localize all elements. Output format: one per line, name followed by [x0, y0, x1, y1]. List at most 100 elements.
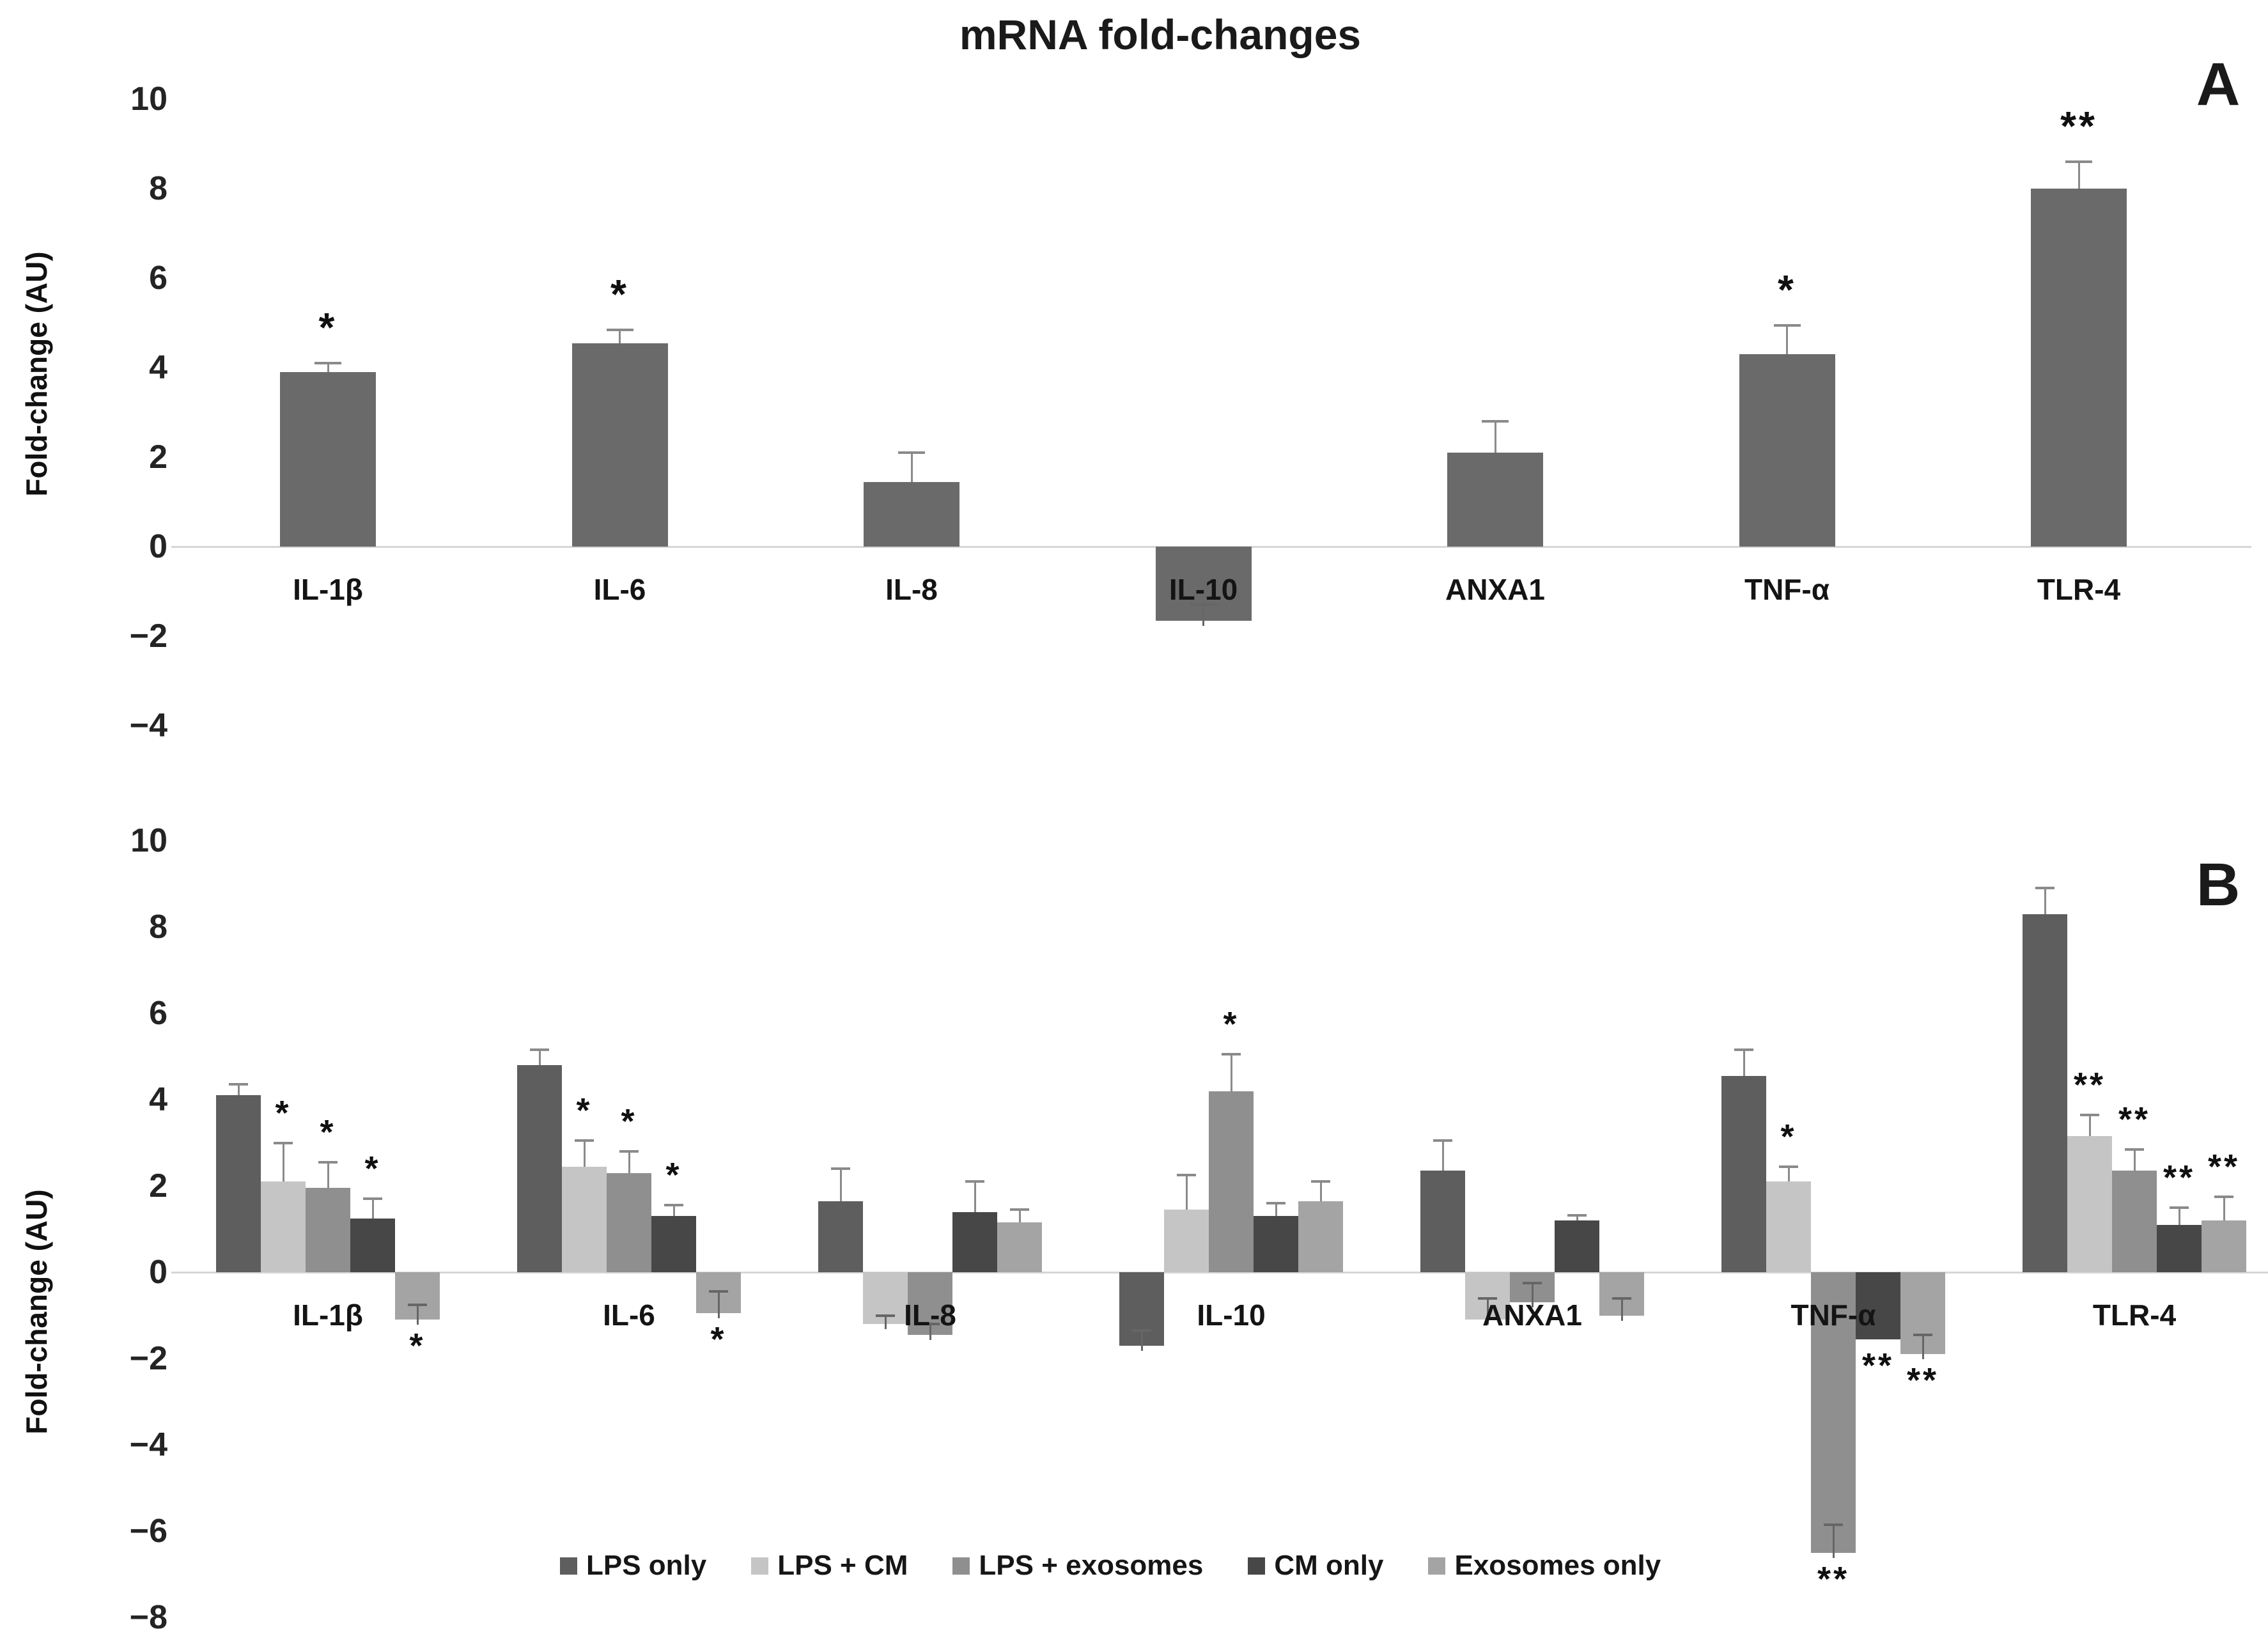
bar-Exosomes only-IL-8: [997, 1222, 1042, 1272]
significance-marker: *: [318, 304, 338, 350]
significance-marker: **: [2207, 1147, 2241, 1186]
error-bar-cap: [2214, 1195, 2233, 1198]
bar-LPS only-IL-6: [517, 1065, 562, 1272]
error-bar-cap: [1478, 1297, 1497, 1300]
error-bar-cap: [1010, 1208, 1029, 1211]
significance-marker: *: [1223, 1005, 1239, 1044]
significance-marker: **: [2060, 103, 2097, 149]
bar-LPS only-TLR-4: [2023, 914, 2067, 1272]
y-tick-label: 6: [149, 995, 167, 1032]
error-bar-stem: [1832, 1524, 1835, 1558]
error-bar-stem: [1922, 1334, 1924, 1360]
error-bar-stem: [1018, 1210, 1021, 1223]
error-bar-stem: [929, 1324, 931, 1340]
y-tick-label: 8: [149, 170, 167, 207]
y-tick-label: −4: [129, 707, 167, 744]
error-bar-cap: [1824, 1523, 1843, 1526]
legend-label: LPS + CM: [777, 1550, 908, 1581]
error-bar-stem: [1743, 1050, 1745, 1076]
error-bar-stem: [237, 1084, 240, 1096]
error-bar-stem: [1202, 605, 1204, 626]
error-bar-stem: [2078, 162, 2080, 189]
error-bar-stem: [910, 453, 913, 482]
bar-CM only-IL-10: [1254, 1216, 1298, 1272]
bar-Exosomes only-TLR-4: [2202, 1220, 2246, 1272]
bar-LPS + exosomes-IL-1β: [306, 1188, 350, 1272]
legend-label: CM only: [1274, 1550, 1384, 1581]
error-bar-cap: [1779, 1165, 1798, 1168]
bar-A-IL-8: [864, 481, 959, 547]
error-bar-stem: [839, 1169, 842, 1201]
error-bar-stem: [619, 329, 621, 343]
bar-CM only-IL-1β: [350, 1218, 395, 1272]
error-bar-stem: [2044, 888, 2046, 914]
y-tick-label: 4: [149, 1081, 167, 1118]
error-bar-cap: [2125, 1148, 2144, 1151]
error-bar-cap: [1132, 1329, 1151, 1332]
y-tick-label: 0: [149, 1254, 167, 1291]
error-bar-cap: [363, 1197, 382, 1201]
bar-LPS + exosomes-IL-10: [1209, 1091, 1254, 1272]
bar-LPS only-TNF-α: [1721, 1075, 1766, 1272]
bar-LPS + CM-IL-1β: [261, 1181, 306, 1272]
x-axis-label: IL-1β: [293, 573, 363, 606]
error-bar-cap: [876, 1314, 895, 1317]
error-bar-cap: [2170, 1206, 2189, 1209]
error-bar-stem: [672, 1205, 675, 1217]
error-bar-cap: [1266, 1202, 1285, 1204]
x-axis-label: IL-10: [1197, 1298, 1266, 1332]
error-bar-stem: [628, 1151, 630, 1173]
bar-CM only-IL-6: [651, 1216, 696, 1272]
bar-LPS + CM-TNF-α: [1766, 1181, 1811, 1272]
y-tick-label: −2: [129, 1340, 167, 1377]
error-bar-stem: [2223, 1196, 2225, 1220]
x-axis-label: IL-6: [593, 573, 646, 606]
legend-item: LPS + CM: [751, 1550, 908, 1582]
legend-swatch-icon: [1248, 1557, 1266, 1575]
y-tick-label: −8: [129, 1599, 167, 1636]
error-bar-stem: [538, 1050, 541, 1065]
bar-LPS only-IL-1β: [216, 1095, 261, 1272]
bar-LPS + exosomes-TNF-α: [1811, 1272, 1856, 1553]
error-bar-cap: [1913, 1333, 1932, 1336]
x-axis-label: ANXA1: [1445, 573, 1545, 606]
legend-item: CM only: [1248, 1550, 1383, 1582]
error-bar-cap: [1177, 1174, 1196, 1177]
error-bar-cap: [530, 1048, 549, 1052]
bar-A-IL-6: [571, 343, 668, 547]
panel-b-letter: B: [2196, 851, 2241, 919]
error-bar-stem: [1486, 1298, 1489, 1325]
y-tick-label: 2: [149, 439, 167, 476]
legend-label: LPS only: [586, 1550, 707, 1581]
error-bar-stem: [416, 1304, 419, 1325]
x-axis-label: TNF-α: [1744, 573, 1829, 606]
significance-marker: *: [710, 1320, 727, 1359]
x-axis-label: TLR-4: [2037, 573, 2121, 606]
significance-marker: *: [1778, 266, 1796, 313]
legend-item: Exosomes only: [1428, 1550, 1661, 1582]
y-tick-label: 6: [149, 260, 167, 297]
x-axis-label: IL-8: [904, 1298, 956, 1332]
bar-CM only-ANXA1: [1555, 1220, 1599, 1272]
panel-a-letter: A: [2196, 51, 2241, 118]
legend-swatch-icon: [560, 1557, 577, 1575]
bar-LPS + CM-IL-10: [1164, 1210, 1209, 1272]
bar-LPS + CM-TLR-4: [2067, 1136, 2112, 1272]
bar-LPS + exosomes-TLR-4: [2112, 1171, 2157, 1272]
error-bar-cap: [1190, 604, 1217, 606]
error-bar-stem: [1576, 1215, 1578, 1220]
legend-swatch-icon: [751, 1557, 769, 1575]
error-bar-stem: [1230, 1054, 1232, 1091]
error-bar-stem: [2088, 1114, 2091, 1137]
error-bar-stem: [1185, 1175, 1188, 1210]
error-bar-cap: [1523, 1281, 1542, 1284]
error-bar-stem: [717, 1291, 720, 1319]
y-axis-title-panel-b: Fold-change (AU): [20, 1189, 53, 1435]
bar-LPS + exosomes-IL-6: [607, 1172, 651, 1272]
bar-Exosomes only-IL-10: [1298, 1201, 1343, 1272]
legend-swatch-icon: [1428, 1557, 1446, 1575]
legend-label: Exosomes only: [1454, 1550, 1661, 1581]
error-bar-cap: [1222, 1053, 1241, 1056]
error-bar-cap: [315, 362, 341, 364]
